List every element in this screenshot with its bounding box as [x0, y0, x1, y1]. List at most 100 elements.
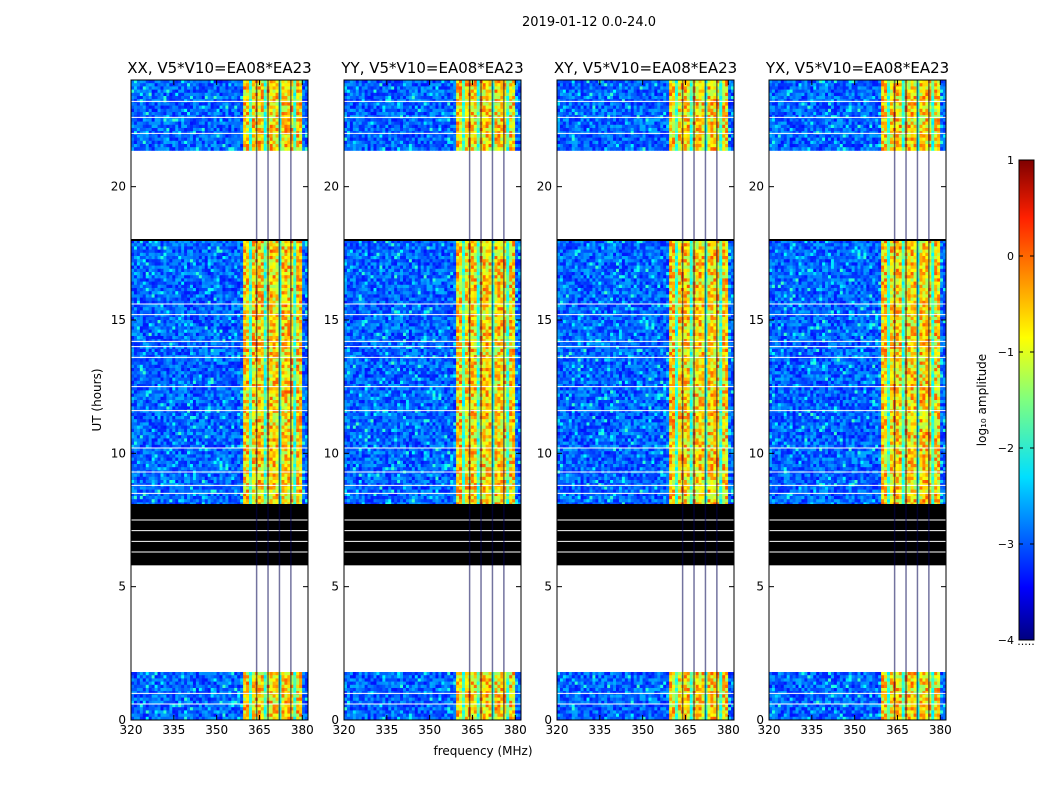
heatmap-cell	[166, 128, 170, 132]
heatmap-cell	[219, 422, 223, 426]
heatmap-cell	[181, 252, 185, 257]
heatmap-cell	[139, 105, 144, 110]
heatmap-cell	[213, 316, 217, 321]
heatmap-cell	[204, 265, 209, 270]
heatmap-cell	[201, 291, 206, 295]
heatmap-cell	[184, 396, 188, 401]
heatmap-cell	[222, 121, 226, 126]
heatmap-cell	[251, 326, 256, 330]
heatmap-cell	[219, 326, 223, 330]
heatmap-cell	[240, 124, 244, 129]
heatmap-cell	[142, 380, 147, 385]
heatmap-cell	[133, 342, 138, 346]
heatmap-cell	[296, 368, 300, 372]
heatmap-cell	[160, 425, 164, 430]
heatmap-cell	[296, 121, 300, 126]
heatmap-cell	[213, 291, 217, 295]
heatmap-cell	[240, 425, 244, 430]
heatmap-cell	[213, 268, 217, 273]
heatmap-cell	[249, 323, 253, 327]
heatmap-cell	[133, 412, 138, 417]
heatmap-cell	[131, 332, 135, 337]
heatmap-cell	[302, 102, 306, 106]
heatmap-cell	[154, 105, 158, 110]
heatmap-cell	[251, 425, 256, 430]
heatmap-cell	[225, 147, 229, 151]
heatmap-cell	[216, 390, 220, 394]
heatmap-cell	[142, 409, 147, 414]
heatmap-cell	[263, 108, 268, 113]
heatmap-cell	[184, 272, 188, 276]
heatmap-cell	[204, 278, 209, 282]
heatmap-cell	[302, 265, 306, 270]
heatmap-cell	[148, 83, 153, 87]
heatmap-cell	[260, 412, 265, 417]
heatmap-cell	[210, 348, 214, 353]
heatmap-cell	[133, 92, 138, 97]
heatmap-cell	[190, 259, 194, 263]
heatmap-cell	[213, 358, 217, 362]
heatmap-cell	[234, 265, 238, 270]
heatmap-cell	[269, 243, 273, 247]
heatmap-cell	[154, 329, 158, 334]
heatmap-cell	[169, 432, 173, 436]
heatmap-cell	[263, 89, 268, 94]
heatmap-cell	[263, 425, 268, 430]
heatmap-cell	[246, 124, 250, 129]
heatmap-cell	[210, 124, 214, 129]
heatmap-cell	[157, 425, 161, 430]
heatmap-cell	[257, 409, 262, 414]
heatmap-cell	[219, 92, 223, 97]
heatmap-cell	[287, 396, 291, 401]
heatmap-cell	[272, 278, 276, 282]
heatmap-cell	[192, 336, 197, 340]
heatmap-cell	[296, 249, 300, 254]
heatmap-cell	[284, 291, 288, 295]
heatmap-cell	[178, 80, 182, 84]
heatmap-cell	[296, 320, 300, 324]
heatmap-cell	[166, 393, 170, 398]
heatmap-cell	[139, 297, 144, 302]
heatmap-cell	[163, 124, 167, 129]
heatmap-cell	[160, 361, 164, 366]
heatmap-cell	[145, 400, 150, 404]
heatmap-cell	[228, 272, 232, 276]
heatmap-cell	[166, 304, 170, 308]
heatmap-cell	[195, 291, 200, 295]
heatmap-cell	[225, 294, 229, 298]
heatmap-cell	[249, 364, 253, 369]
heatmap-cell	[160, 249, 164, 254]
heatmap-cell	[260, 320, 265, 324]
heatmap-cell	[222, 348, 226, 353]
heatmap-cell	[263, 118, 268, 122]
heatmap-cell	[228, 352, 232, 356]
heatmap-cell	[139, 316, 144, 321]
heatmap-cell	[216, 406, 220, 410]
heatmap-cell	[260, 313, 265, 318]
heatmap-cell	[207, 412, 212, 417]
heatmap-cell	[234, 262, 238, 266]
heatmap-cell	[151, 137, 155, 142]
heatmap-cell	[213, 137, 217, 142]
heatmap-cell	[145, 368, 150, 372]
heatmap-cell	[222, 259, 226, 263]
heatmap-cell	[251, 374, 256, 378]
heatmap-cell	[139, 387, 144, 391]
heatmap-cell	[169, 294, 173, 298]
heatmap-cell	[175, 284, 179, 289]
heatmap-cell	[281, 361, 285, 366]
heatmap-cell	[225, 387, 229, 391]
heatmap-cell	[287, 144, 291, 148]
heatmap-cell	[169, 310, 173, 314]
heatmap-cell	[305, 342, 309, 346]
heatmap-cell	[157, 272, 161, 276]
heatmap-cell	[184, 329, 188, 334]
heatmap-cell	[251, 416, 256, 420]
heatmap-cell	[151, 422, 155, 426]
heatmap-cell	[260, 393, 265, 398]
heatmap-cell	[296, 83, 300, 87]
heatmap-cell	[139, 377, 144, 382]
heatmap-cell	[181, 409, 185, 414]
heatmap-cell	[263, 297, 268, 302]
heatmap-cell	[172, 297, 176, 302]
